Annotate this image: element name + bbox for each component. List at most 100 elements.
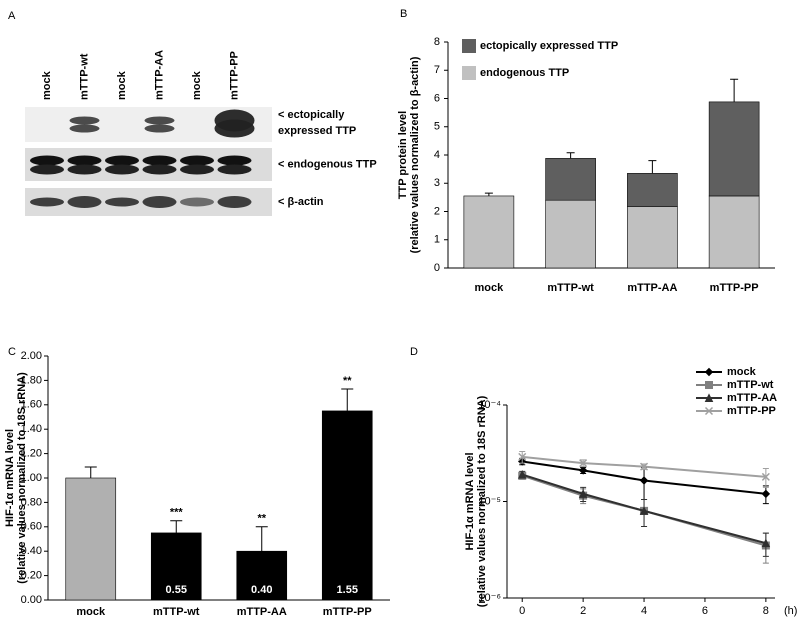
error-bar xyxy=(730,78,739,102)
series-line xyxy=(522,455,766,478)
y-tick-label: 2.00 xyxy=(21,350,42,362)
significance: ** xyxy=(343,375,352,387)
point xyxy=(578,489,588,498)
lane-label: mTTP-AA xyxy=(153,50,165,100)
point xyxy=(579,459,588,468)
y-tick-label: 10⁻⁶ xyxy=(478,592,501,604)
blot-band xyxy=(142,196,177,208)
point xyxy=(578,466,588,475)
x-tick-label: mTTP-AA xyxy=(237,606,287,618)
y-tick-label: 8 xyxy=(434,36,440,48)
legend-label: mock xyxy=(727,366,757,378)
lane-label: mTTP-PP xyxy=(228,51,240,100)
error-bar xyxy=(484,192,493,196)
blot-band xyxy=(67,155,102,166)
error-bar xyxy=(566,152,575,159)
blot-band xyxy=(144,116,175,125)
x-tick-label: mTTP-PP xyxy=(323,606,372,618)
error-bar xyxy=(648,160,657,174)
blot-band xyxy=(180,155,214,166)
y-axis-label: (relative values normalized to 18S rRNA) xyxy=(16,372,28,584)
x-tick-label: 2 xyxy=(580,605,586,617)
blot-band xyxy=(105,197,139,207)
y-tick-label: 0.60 xyxy=(21,521,42,533)
blot-band xyxy=(30,164,64,175)
y-tick-label: 7 xyxy=(434,64,440,76)
y-tick-label: 0.20 xyxy=(21,570,42,582)
lane-label: mTTP-wt xyxy=(78,53,90,100)
x-tick-label: 0 xyxy=(519,605,525,617)
x-tick-label: mTTP-PP xyxy=(710,282,759,294)
bar xyxy=(236,550,288,601)
y-tick-label: 1.20 xyxy=(21,448,42,460)
y-tick-label: 4 xyxy=(434,149,440,161)
value-label: 1.55 xyxy=(337,584,358,596)
blot-band xyxy=(69,116,100,125)
band-label: < ectopically xyxy=(278,109,345,121)
y-tick-label: 1.00 xyxy=(21,472,42,484)
value-label: 0.40 xyxy=(251,584,272,596)
legend-marker xyxy=(704,367,714,377)
x-tick-label: 8 xyxy=(763,605,769,617)
x-tick-label: 6 xyxy=(702,605,708,617)
legend-label: mTTP-PP xyxy=(727,405,776,417)
error-bar xyxy=(255,526,268,552)
legend-marker xyxy=(704,406,714,416)
blot-band xyxy=(67,196,102,208)
blot-band xyxy=(105,155,139,166)
x-tick-label: mTTP-AA xyxy=(627,282,677,294)
y-tick-label: 2 xyxy=(434,205,440,217)
x-tick-label: mock xyxy=(76,606,106,618)
y-tick-label: 10⁻⁵ xyxy=(478,495,501,507)
x-axis-label: (h) xyxy=(784,605,797,617)
band-label: < β-actin xyxy=(278,196,324,208)
bar xyxy=(65,477,117,601)
y-tick-label: 1.40 xyxy=(21,423,42,435)
blot-band xyxy=(105,164,139,175)
point xyxy=(518,452,527,461)
blot-band xyxy=(217,164,252,175)
bar xyxy=(150,532,202,601)
y-axis-label: (relative values normalized to 18S rRNA) xyxy=(476,395,488,607)
band-label: expressed TTP xyxy=(278,125,356,137)
y-tick-label: 1.80 xyxy=(21,374,42,386)
point xyxy=(640,462,649,471)
blot-band xyxy=(67,164,102,175)
significance: *** xyxy=(170,507,184,519)
blot-band xyxy=(217,196,252,208)
x-tick-label: mTTP-wt xyxy=(153,606,200,618)
bar-segment xyxy=(463,195,515,269)
y-tick-label: 0.00 xyxy=(21,594,42,606)
legend-label: mTTP-AA xyxy=(727,392,777,404)
bar-segment xyxy=(545,158,596,201)
bar xyxy=(321,410,373,601)
blot-band xyxy=(180,164,214,175)
point xyxy=(761,472,770,481)
blot-band xyxy=(214,119,255,138)
legend-marker xyxy=(705,381,713,389)
value-label: 0.55 xyxy=(166,584,187,596)
y-tick-label: 1 xyxy=(434,234,440,246)
lane-label: mock xyxy=(116,70,128,100)
bar-segment xyxy=(627,173,678,207)
y-tick-label: 0.40 xyxy=(21,545,42,557)
y-tick-label: 0 xyxy=(434,262,440,274)
blot-band xyxy=(217,155,252,166)
x-tick-label: mTTP-wt xyxy=(547,282,594,294)
error-bar xyxy=(84,466,97,478)
error-bar xyxy=(341,388,354,411)
y-tick-label: 3 xyxy=(434,177,440,189)
y-tick-label: 0.80 xyxy=(21,496,42,508)
panel-label: C xyxy=(8,346,16,358)
point xyxy=(517,469,527,479)
error-bar xyxy=(170,520,183,533)
blot-band xyxy=(69,124,100,133)
legend-label: mTTP-wt xyxy=(727,379,774,391)
y-tick-label: 10⁻⁴ xyxy=(478,399,501,411)
legend-label: ectopically expressed TTP xyxy=(480,40,618,52)
legend-swatch xyxy=(462,66,476,80)
band-label: < endogenous TTP xyxy=(278,158,377,170)
lane-label: mock xyxy=(41,70,53,100)
legend-marker xyxy=(704,393,714,402)
